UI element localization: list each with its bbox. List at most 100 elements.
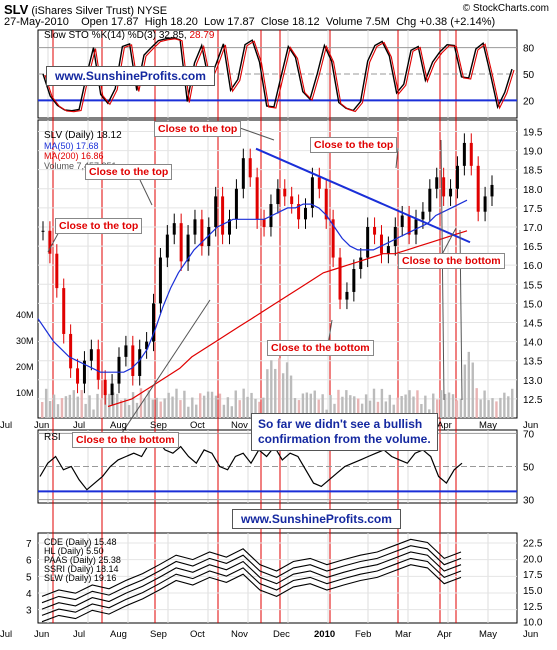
price-candle-body: [69, 333, 73, 369]
volume-bar: [455, 400, 459, 418]
price-candle-body: [407, 215, 411, 235]
volume-bar: [80, 390, 83, 418]
volume-bar: [64, 396, 68, 418]
volume-bar: [309, 393, 312, 418]
month-label-bottom: 2010: [314, 629, 335, 640]
volume-bar: [68, 394, 72, 418]
volume-bar: [293, 398, 297, 418]
volume-bar: [475, 388, 478, 418]
volume-bar: [321, 394, 324, 418]
volume-bar: [48, 401, 52, 418]
volume-tick-label: 30M: [16, 336, 34, 346]
volume-bar: [191, 397, 194, 418]
price-candle-body: [131, 345, 135, 376]
price-tick-label: 12.5: [523, 395, 543, 406]
volume-bar: [487, 400, 490, 418]
quote-high: High 18.20: [144, 16, 198, 28]
price-candle-body: [428, 188, 432, 212]
miners-right-tick-label: 22.5: [523, 539, 543, 550]
callout-pointer: [239, 127, 275, 141]
price-candle-body: [455, 165, 459, 189]
volume-note: So far we didn't see a bullish confirmat…: [251, 413, 438, 451]
volume-bar: [222, 404, 226, 418]
quote-low: Low 17.87: [204, 16, 255, 28]
price-candle-body: [283, 188, 287, 197]
price-legend-volume: Volume 7,457,351: [44, 161, 117, 171]
volume-bar: [285, 362, 289, 418]
miners-left-tick-label: 6: [26, 556, 32, 567]
volume-bar: [301, 393, 305, 418]
volume-bar: [139, 388, 143, 418]
volume-bar: [234, 390, 237, 418]
volume-bar: [467, 351, 470, 418]
ma50-line: [37, 199, 468, 373]
volume-bar: [495, 401, 498, 418]
volume-bar: [258, 401, 261, 418]
month-label-top: Aug: [110, 420, 127, 431]
volume-bar: [88, 395, 91, 418]
volume-bar: [218, 393, 222, 418]
miners-legend-slw: SLW (Daily) 19.16: [44, 573, 117, 583]
price-candle-body: [89, 349, 93, 361]
volume-bar: [349, 395, 352, 418]
price-tick-label: 19.5: [523, 127, 543, 138]
volume-bar: [270, 360, 273, 418]
price-candle-body: [483, 196, 487, 212]
price-tick-label: 18.5: [523, 166, 543, 177]
quote-date: 27-May-2010: [4, 16, 69, 28]
price-candle-body: [290, 196, 294, 205]
trendline: [255, 147, 471, 244]
volume-bar: [278, 358, 281, 418]
price-tick-label: 16.5: [523, 242, 543, 253]
price-candle-body: [345, 291, 349, 300]
price-candle-body: [317, 177, 321, 189]
volume-bar: [416, 390, 419, 418]
callout-top-jun: Close to the top: [55, 218, 143, 234]
volume-bar: [297, 400, 301, 418]
price-tick-label: 18.0: [523, 185, 543, 196]
ticker-symbol: SLV: [4, 2, 29, 17]
volume-bar: [432, 393, 435, 418]
volume-bar: [96, 393, 99, 418]
volume-bar: [364, 394, 368, 418]
volume-bar: [44, 388, 48, 418]
price-candle-body: [241, 158, 245, 189]
price-candle-body: [186, 234, 190, 262]
month-label-bottom: Nov: [231, 629, 248, 640]
volume-bar: [400, 396, 403, 418]
rsi-tick-label: 50: [523, 463, 535, 474]
miners-right-tick-label: 17.5: [523, 570, 543, 581]
volume-bar: [120, 400, 123, 418]
price-candle-body: [366, 226, 370, 258]
price-candle-body: [172, 223, 176, 235]
volume-bar: [163, 398, 166, 418]
price-candle-body: [310, 177, 314, 208]
price-legend-ma50: MA(50) 17.68: [44, 141, 99, 151]
price-candle-body: [297, 204, 301, 220]
month-label-bottom: Jun: [34, 629, 49, 640]
price-candle-body: [207, 226, 211, 247]
price-candle-body: [276, 188, 280, 205]
volume-bar: [123, 398, 127, 418]
price-tick-label: 15.5: [523, 280, 543, 291]
price-candle-body: [352, 269, 356, 292]
price-tick-label: 19.0: [523, 147, 543, 158]
volume-bar: [388, 394, 391, 418]
quote-line: 27-May-2010 Open 17.87 High 18.20 Low 17…: [4, 16, 495, 28]
sto-tick-label: 80: [523, 44, 535, 55]
price-candle-body: [76, 368, 80, 384]
volume-bar: [396, 397, 399, 418]
miners-left-tick-label: 3: [26, 606, 32, 617]
price-candle-body: [469, 142, 473, 166]
volume-bar: [84, 403, 87, 418]
price-legend-slv: SLV (Daily) 18.12: [44, 130, 122, 141]
rsi-tick-label: 70: [523, 429, 535, 440]
price-candle-body: [110, 383, 114, 396]
price-candle-body: [228, 219, 232, 235]
sto-tick-label: 50: [523, 70, 535, 81]
sto-legend: Slow STO %K(14) %D(3) 32.85, 28.79: [44, 30, 215, 41]
price-candle-body: [490, 184, 494, 197]
month-label-top: Nov: [231, 420, 248, 431]
price-candle-body: [179, 223, 183, 262]
